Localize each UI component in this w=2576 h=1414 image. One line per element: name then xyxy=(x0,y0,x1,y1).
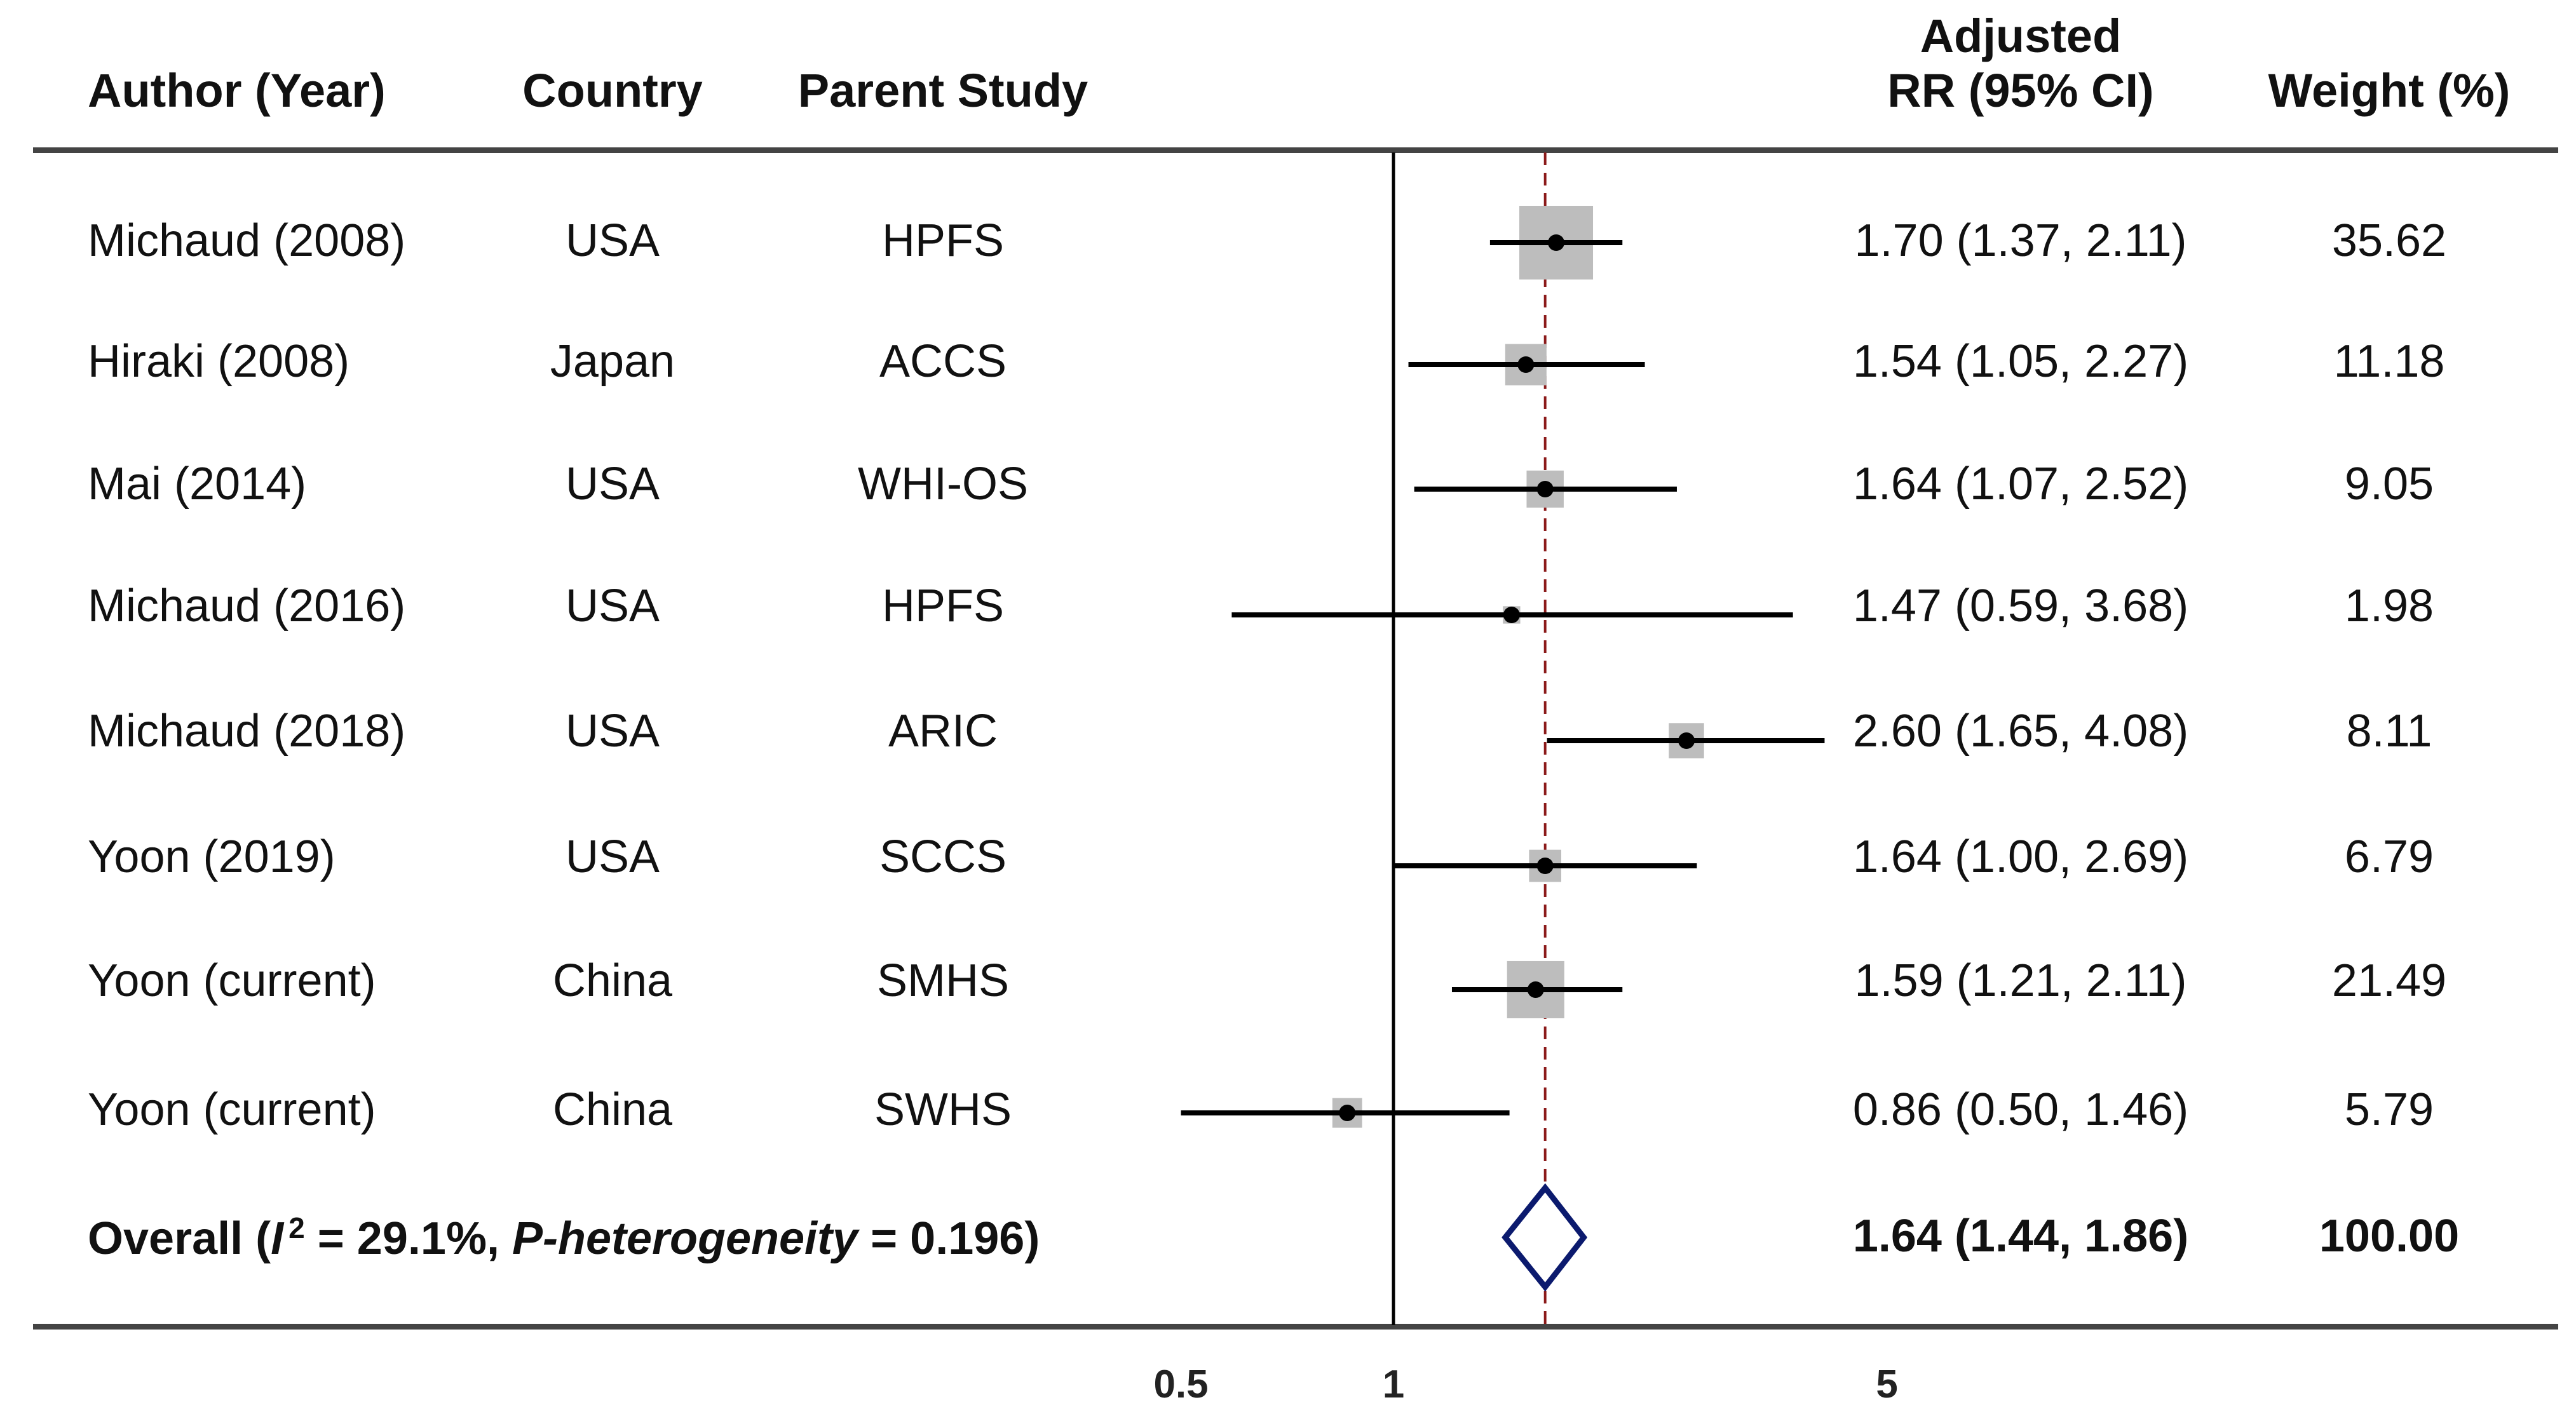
x-tick-label: 0.5 xyxy=(1153,1363,1208,1406)
overall-label-mid: = 29.1%, xyxy=(304,1213,512,1264)
row-country: China xyxy=(552,1084,673,1135)
overall-label-p: P-heterogeneity xyxy=(512,1213,858,1264)
row-author: Michaud (2018) xyxy=(88,706,406,757)
x-tick-label: 5 xyxy=(1876,1363,1897,1406)
point-estimate xyxy=(1517,356,1535,373)
row-weight: 11.18 xyxy=(2333,336,2445,387)
row-country: China xyxy=(552,955,673,1006)
row-country: USA xyxy=(565,459,660,509)
row-parent-study: SWHS xyxy=(874,1084,1012,1135)
row-author: Mai (2014) xyxy=(88,459,307,509)
header-country: Country xyxy=(522,64,703,117)
header-rule xyxy=(33,147,2558,153)
row-parent-study: WHI-OS xyxy=(858,459,1028,509)
point-estimate xyxy=(1548,234,1565,251)
row-weight: 35.62 xyxy=(2331,215,2447,266)
row-weight: 1.98 xyxy=(2344,581,2434,631)
row-country: USA xyxy=(565,581,660,631)
row-parent-study: HPFS xyxy=(881,581,1005,631)
row-weight: 8.11 xyxy=(2346,706,2432,757)
overall-label: Overall (I 2 = 29.1%, P-heterogeneity = 0… xyxy=(88,1213,1040,1262)
header-weight: Weight (%) xyxy=(2268,64,2511,117)
header-author: Author (Year) xyxy=(88,64,386,117)
overall-diamond xyxy=(1502,1183,1588,1292)
row-rr-ci: 1.59 (1.21, 2.11) xyxy=(1854,955,2187,1006)
header-parent-study: Parent Study xyxy=(797,64,1088,117)
row-author: Yoon (current) xyxy=(88,955,376,1006)
overall-label-suffix: = 0.196) xyxy=(858,1213,1040,1264)
row-weight: 6.79 xyxy=(2344,832,2434,882)
x-tick-label: 1 xyxy=(1383,1363,1404,1406)
row-weight: 9.05 xyxy=(2344,459,2434,509)
row-rr-ci: 1.64 (1.00, 2.69) xyxy=(1852,832,2189,882)
overall-label-sup: 2 xyxy=(288,1211,305,1244)
row-parent-study: SCCS xyxy=(879,832,1007,882)
row-author: Michaud (2016) xyxy=(88,581,406,631)
row-author: Michaud (2008) xyxy=(88,215,406,266)
row-rr-ci: 1.47 (0.59, 3.68) xyxy=(1852,581,2189,631)
row-rr-ci: 1.64 (1.07, 2.52) xyxy=(1852,459,2189,509)
overall-label-prefix: Overall ( xyxy=(88,1213,271,1264)
point-estimate xyxy=(1503,607,1520,623)
row-parent-study: SMHS xyxy=(876,955,1010,1006)
point-estimate xyxy=(1527,981,1544,998)
row-country: USA xyxy=(565,706,660,757)
row-parent-study: ACCS xyxy=(879,336,1007,387)
row-rr-ci: 1.54 (1.05, 2.27) xyxy=(1852,336,2189,387)
point-estimate xyxy=(1536,858,1554,874)
row-author: Yoon (current) xyxy=(88,1084,376,1135)
point-estimate xyxy=(1678,732,1695,749)
row-parent-study: HPFS xyxy=(881,215,1005,266)
row-country: USA xyxy=(565,215,660,266)
overall-rr-ci: 1.64 (1.44, 1.86) xyxy=(1852,1211,2189,1262)
overall-weight: 100.00 xyxy=(2319,1211,2460,1262)
point-estimate xyxy=(1536,481,1554,497)
row-weight: 21.49 xyxy=(2331,955,2447,1006)
row-rr-ci: 1.70 (1.37, 2.11) xyxy=(1854,215,2187,266)
header-rr-line1: Adjusted xyxy=(1920,10,2122,62)
footer-rule xyxy=(33,1324,2558,1330)
row-parent-study: ARIC xyxy=(888,706,998,757)
row-weight: 5.79 xyxy=(2344,1084,2434,1135)
point-estimate xyxy=(1339,1105,1356,1121)
row-rr-ci: 0.86 (0.50, 1.46) xyxy=(1852,1084,2189,1135)
row-author: Yoon (2019) xyxy=(88,832,336,882)
row-country: USA xyxy=(565,832,660,882)
row-author: Hiraki (2008) xyxy=(88,336,350,387)
row-country: Japan xyxy=(550,336,675,387)
row-rr-ci: 2.60 (1.65, 4.08) xyxy=(1852,706,2189,757)
overall-label-i: I xyxy=(271,1213,284,1264)
header-rr-line2: RR (95% CI) xyxy=(1887,64,2154,117)
